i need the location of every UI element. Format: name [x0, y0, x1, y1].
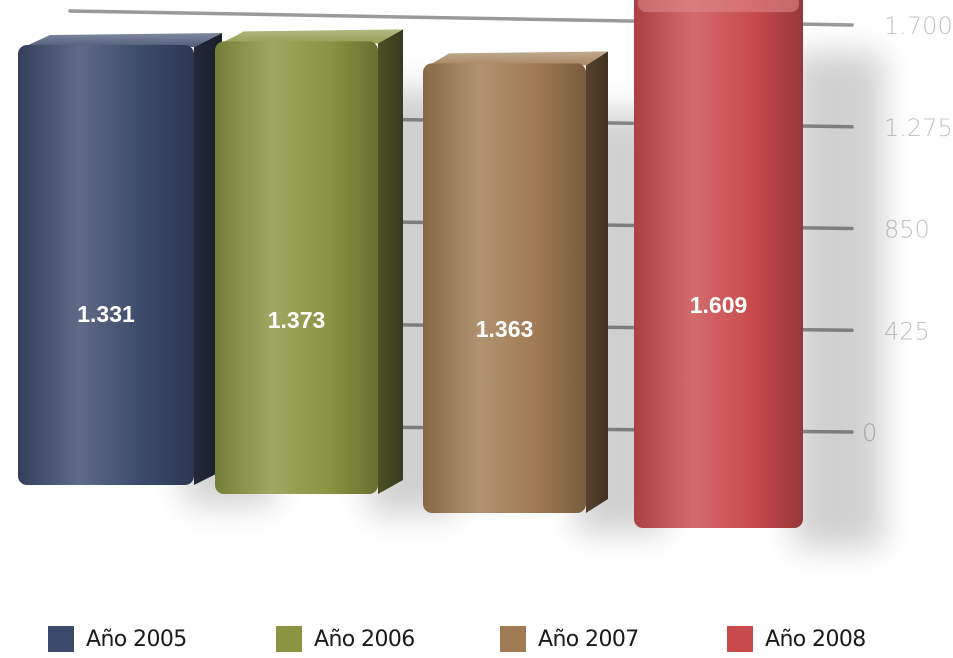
- bar: [18, 45, 194, 486]
- legend-swatch-2007: [500, 626, 526, 652]
- y-tick-label: 850: [884, 216, 930, 244]
- bar-shadow: [793, 52, 883, 548]
- legend: Año 2005 Año 2006 Año 2007 Año 2008: [0, 612, 953, 658]
- bar-side-face: [378, 29, 403, 494]
- y-tick-label: 1.700: [884, 12, 953, 40]
- legend-label-2007: Año 2007: [538, 626, 639, 652]
- value-labels: 1.331 1.373 1.363 1.609: [77, 292, 747, 342]
- legend-label-2005: Año 2005: [86, 626, 187, 652]
- bar-value-label: 1.373: [268, 307, 326, 333]
- legend-swatch-2005: [48, 626, 74, 652]
- bar-value-label: 1.331: [77, 301, 135, 327]
- legend-item-2005: Año 2005: [48, 624, 187, 654]
- bar-value-label: 1.609: [690, 292, 748, 318]
- bar-top-highlight: [638, 0, 799, 13]
- legend-swatch-2008: [727, 626, 753, 652]
- y-tick-label: 1.275: [884, 114, 953, 142]
- legend-item-2007: Año 2007: [500, 624, 639, 654]
- bar: [634, 0, 803, 528]
- bar: [423, 63, 586, 514]
- y-tick-label: 425: [884, 317, 930, 345]
- legend-item-2008: Año 2008: [727, 624, 866, 654]
- legend-label-2008: Año 2008: [765, 626, 866, 652]
- legend-item-2006: Año 2006: [276, 624, 415, 654]
- bar-top-face: [221, 29, 403, 44]
- bar-top-face: [24, 33, 222, 48]
- legend-swatch-2006: [276, 626, 302, 652]
- bar: [215, 41, 378, 494]
- legend-label-2006: Año 2006: [314, 626, 415, 652]
- bars: [18, 0, 803, 528]
- bar-top-face: [429, 51, 608, 66]
- bar-side-face: [586, 51, 608, 514]
- bar-value-label: 1.363: [476, 316, 534, 342]
